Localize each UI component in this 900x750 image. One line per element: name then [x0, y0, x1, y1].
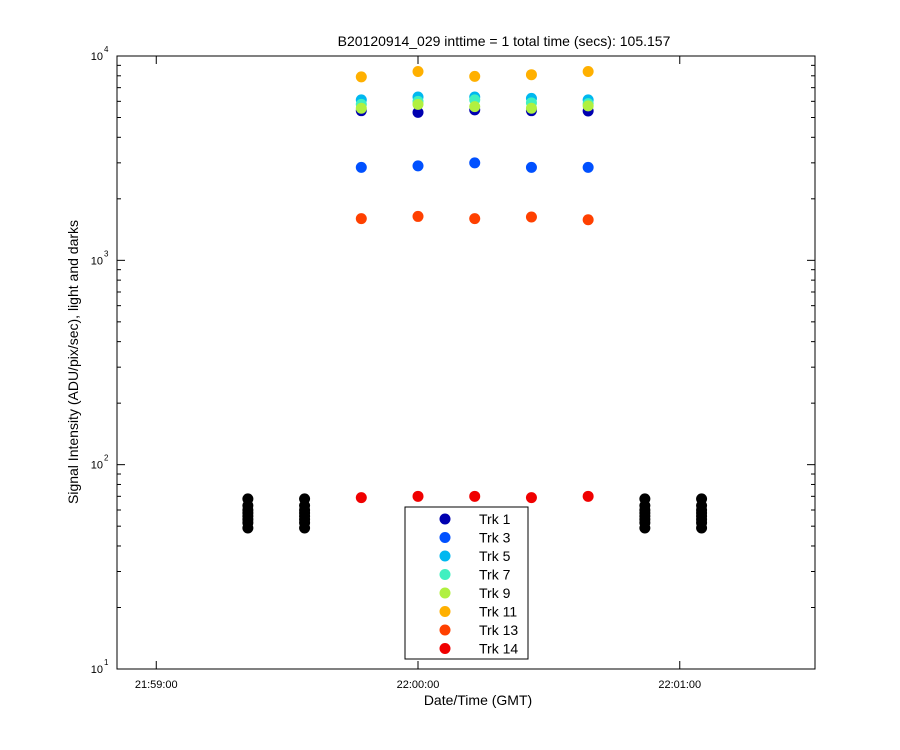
legend-marker: [439, 606, 451, 617]
legend-label: Trk 9: [479, 585, 511, 601]
y-tick-label: 10: [91, 51, 103, 63]
dark-point: [242, 522, 254, 534]
legend-marker: [439, 550, 451, 562]
point-trk-9: [469, 101, 481, 113]
point-trk-11: [412, 65, 424, 77]
point-trk-1: [412, 106, 424, 118]
x-tick-label: 22:01:00: [658, 679, 701, 691]
point-trk-14: [582, 490, 594, 502]
point-trk-3: [355, 161, 367, 173]
dark-point: [299, 522, 311, 534]
dark-point: [696, 522, 708, 534]
legend-marker: [439, 587, 451, 599]
point-trk-9: [412, 98, 424, 110]
point-trk-9: [582, 100, 594, 112]
chart-title: B20120914_029 inttime = 1 total time (se…: [338, 33, 671, 49]
point-trk-3: [582, 161, 594, 173]
legend-box: [404, 506, 529, 660]
legend-label: Trk 3: [479, 530, 511, 546]
y-tick-exponent: 4: [104, 45, 109, 54]
x-axis-label: Date/Time (GMT): [424, 692, 532, 708]
y-tick-exponent: 3: [104, 249, 109, 258]
point-trk-13: [525, 211, 537, 223]
point-trk-11: [355, 71, 367, 83]
y-tick-label: 10: [91, 255, 103, 267]
legend-label: Trk 1: [479, 511, 511, 527]
legend-marker: [439, 624, 451, 636]
point-trk-9: [525, 102, 537, 114]
point-trk-13: [582, 214, 594, 226]
point-trk-11: [525, 69, 537, 81]
point-trk-3: [469, 157, 481, 169]
point-trk-14: [469, 490, 481, 502]
point-trk-3: [525, 161, 537, 173]
legend-marker: [439, 513, 451, 525]
point-trk-3: [412, 160, 424, 172]
legend-label: Trk 14: [479, 641, 518, 657]
legend: Trk 1 Trk 3 Trk 5 Trk 7 Trk 9 Trk 11 Trk 13 Trk…: [404, 506, 529, 660]
y-tick-exponent: 2: [104, 454, 109, 463]
x-axis-ticks: 21:59:00 22:00:00 22:01:00: [135, 56, 701, 691]
legend-label: Trk 7: [479, 567, 511, 583]
point-trk-13: [469, 213, 481, 225]
y-axis-label: Signal Intensity (ADU/pix/sec), light an…: [65, 220, 81, 504]
point-trk-14: [412, 490, 424, 502]
data-points: [242, 65, 708, 534]
legend-marker: [439, 643, 451, 654]
legend-label: Trk 11: [479, 604, 517, 620]
legend-marker: [439, 569, 451, 580]
y-tick-label: 10: [91, 460, 103, 472]
point-trk-11: [582, 65, 594, 77]
point-trk-14: [355, 492, 367, 504]
y-tick-exponent: 1: [104, 658, 109, 667]
point-trk-14: [525, 492, 537, 504]
x-tick-label: 22:00:00: [397, 679, 440, 691]
point-trk-9: [355, 102, 367, 114]
legend-label: Trk 5: [479, 548, 511, 564]
x-tick-label: 21:59:00: [135, 679, 178, 691]
point-trk-13: [355, 213, 367, 225]
y-tick-label: 10: [91, 664, 103, 676]
legend-label: Trk 13: [479, 622, 518, 638]
dark-point: [639, 522, 651, 534]
point-trk-13: [412, 210, 424, 222]
point-trk-11: [469, 70, 481, 82]
legend-marker: [439, 532, 451, 543]
